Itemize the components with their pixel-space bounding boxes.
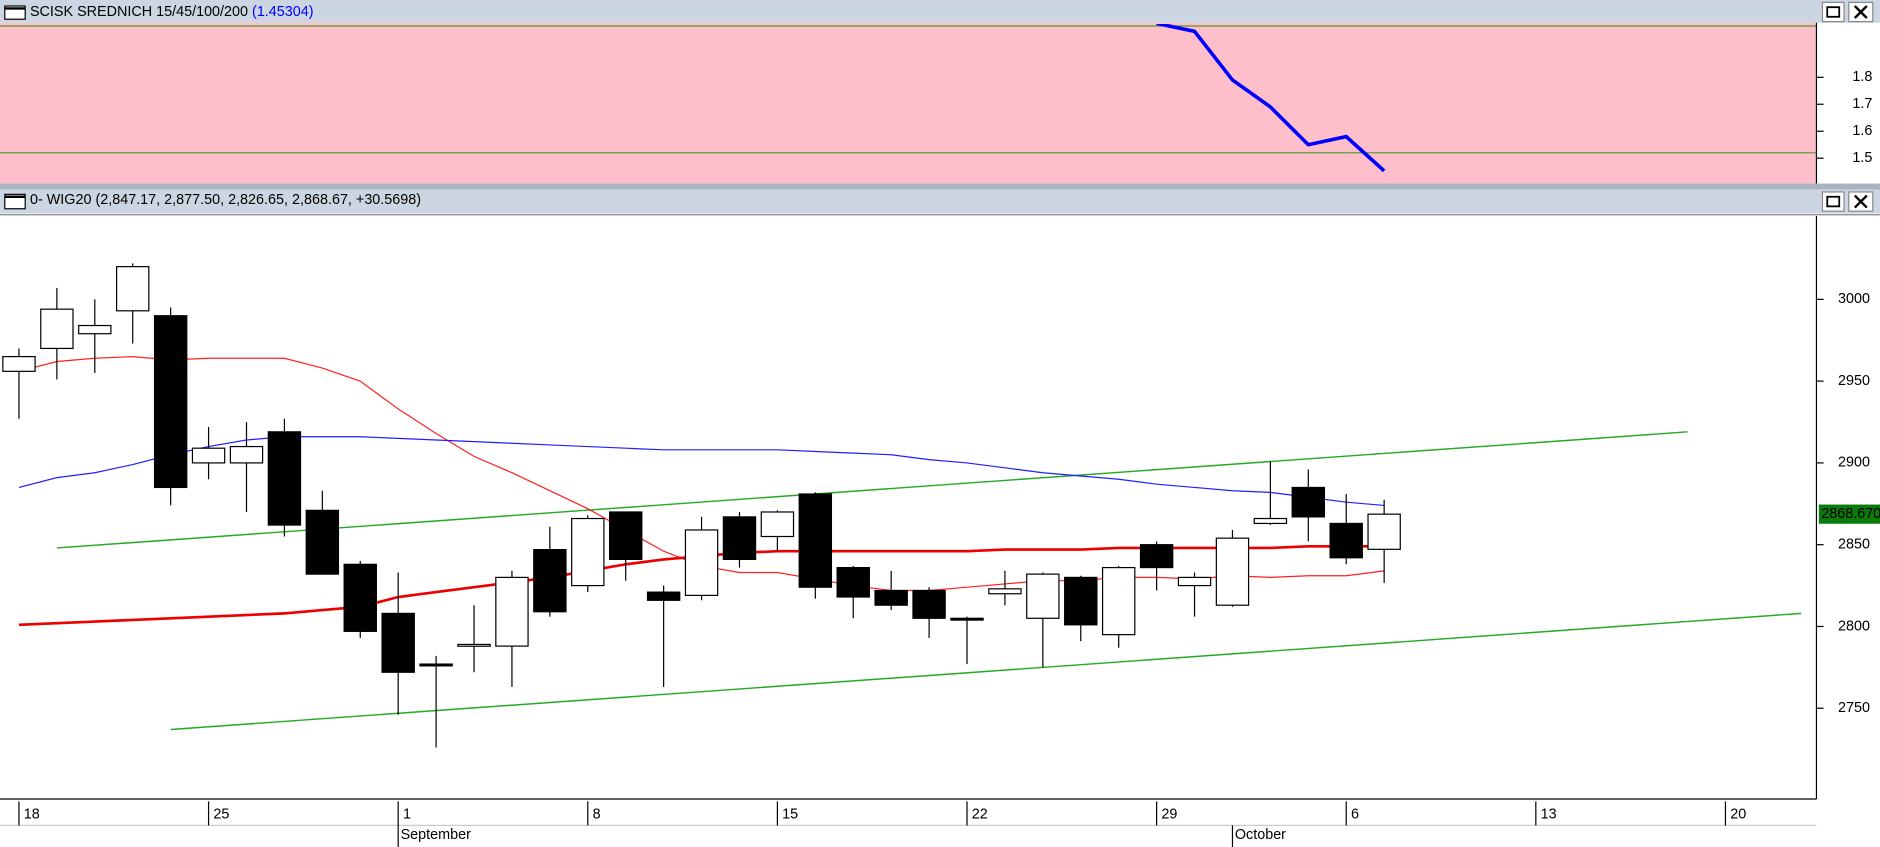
y-tick-label: 2900: [1838, 455, 1870, 471]
last-price-label: 2868.670: [1821, 506, 1880, 522]
candle-body: [836, 566, 870, 598]
candle-body: [608, 511, 643, 561]
x-tick-label: 18: [24, 806, 40, 822]
y-tick-label: 3000: [1838, 291, 1870, 307]
candle-body: [116, 266, 150, 312]
y-tick-label: 1.6: [1852, 123, 1872, 139]
x-tick-label: 1: [403, 806, 411, 822]
x-tick-label: 6: [1351, 806, 1359, 822]
candle-body: [1101, 566, 1136, 636]
candle-body: [722, 516, 757, 561]
maximize-button[interactable]: [1821, 1, 1845, 23]
y-tick-label: 2850: [1838, 536, 1870, 552]
candle-body: [874, 589, 908, 606]
panel-title: SCISK SREDNICH 15/45/100/200 (1.45304): [30, 4, 314, 20]
candle-body: [40, 308, 74, 350]
candle-body: [1215, 537, 1250, 606]
x-tick-label: 29: [1161, 806, 1177, 822]
maximize-button[interactable]: [1821, 191, 1845, 212]
candle-body: [457, 643, 491, 647]
x-tick-label: 13: [1541, 806, 1557, 822]
candle-body: [267, 431, 302, 526]
y-tick-label: 2800: [1838, 618, 1870, 634]
candle-body: [305, 509, 340, 575]
title-bar: [0, 0, 1880, 23]
title-bar: [0, 189, 1880, 214]
indicator-line: [1156, 23, 1386, 173]
candle-body: [1291, 486, 1326, 518]
candle-body: [950, 617, 984, 621]
y-tick-label: 1.7: [1852, 96, 1872, 112]
candle-body: [1253, 517, 1288, 525]
panel-title: 0- WIG20 (2,847.17, 2,877.50, 2,826.65, …: [30, 192, 421, 208]
candle-body: [2, 356, 36, 372]
candle-body: [533, 548, 567, 613]
candle-body: [1177, 576, 1212, 587]
x-tick-label: 22: [972, 806, 988, 822]
indicator-title: SCISK SREDNICH 15/45/100/200: [30, 4, 248, 20]
month-label: September: [401, 827, 472, 843]
candle-body: [153, 315, 188, 489]
candle-body: [191, 447, 226, 464]
last-price-box: [1818, 504, 1880, 524]
candle-body: [798, 493, 833, 588]
candle-body: [760, 511, 795, 538]
candle-body: [78, 324, 112, 335]
y-tick-label: 2750: [1838, 700, 1870, 716]
candle-body: [912, 589, 946, 619]
y-tick-label: 1.8: [1852, 69, 1872, 85]
y-tick-label: 2950: [1838, 373, 1870, 389]
x-tick-label: 25: [213, 806, 229, 822]
x-tick-label: 15: [782, 806, 798, 822]
candle-body: [381, 612, 415, 673]
x-tick-label: 8: [593, 806, 601, 822]
candle-body: [419, 663, 453, 667]
y-tick-label: 1.5: [1852, 150, 1872, 166]
indicator-plot: [0, 22, 1817, 184]
candle-body: [684, 529, 719, 596]
candle-body: [343, 563, 377, 632]
candle-body: [229, 445, 264, 464]
x-tick-label: 20: [1730, 806, 1746, 822]
candle-body: [646, 591, 681, 601]
candle-body: [571, 517, 605, 587]
candle-body: [1064, 576, 1098, 626]
month-label: October: [1235, 827, 1286, 843]
indicator-value: (1.45304): [252, 4, 314, 20]
candle-body: [1139, 544, 1174, 569]
trend-line: [170, 612, 1802, 731]
candle-body: [988, 588, 1022, 595]
candle-body: [1367, 513, 1401, 550]
candle-body: [1026, 573, 1060, 619]
candle-body: [495, 576, 529, 647]
candle-body: [1329, 522, 1363, 559]
